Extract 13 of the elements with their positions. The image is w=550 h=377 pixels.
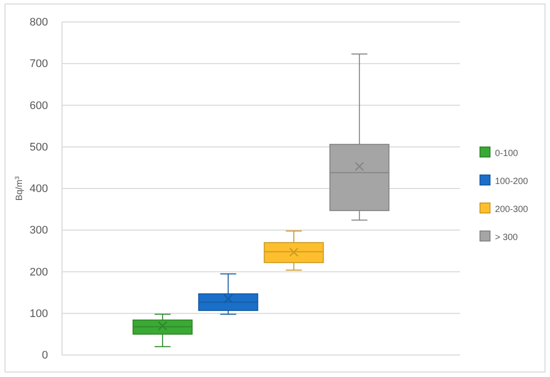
legend-label: 100-200	[495, 176, 528, 186]
y-tick-label: 500	[30, 141, 48, 154]
y-tick-label: 700	[30, 58, 48, 70]
y-tick-label: 300	[30, 224, 48, 237]
legend-label: 0-100	[495, 148, 518, 158]
legend-label: > 300	[495, 232, 518, 242]
y-tick-label: 800	[30, 16, 48, 29]
y-tick-label: 0	[42, 350, 48, 362]
y-tick-label: 100	[30, 308, 48, 320]
y-tick-label: 400	[30, 183, 48, 196]
y-tick-label: 600	[30, 100, 48, 112]
legend-label: 200-300	[495, 204, 528, 214]
y-tick-label: 200	[30, 266, 48, 278]
